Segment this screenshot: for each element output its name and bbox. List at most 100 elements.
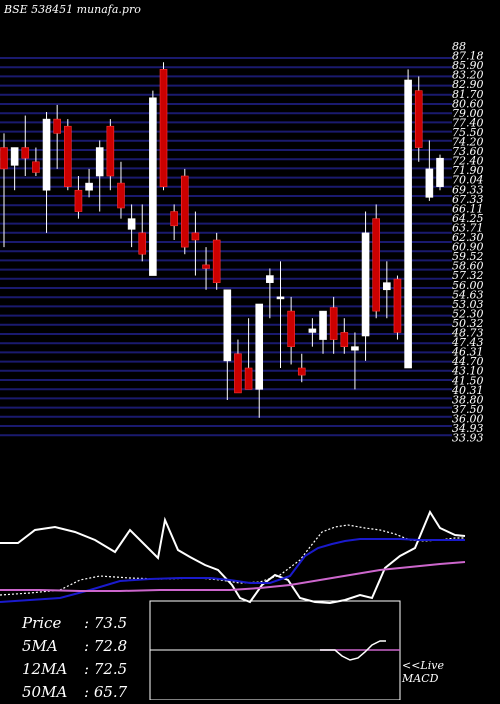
candle: [372, 204, 380, 319]
candle-body-up: [361, 232, 370, 337]
price-tick-label: 87.18: [452, 50, 484, 63]
macd-line: [320, 640, 386, 661]
indicator-panel: [0, 509, 466, 605]
price-tick-label: 66.11: [452, 202, 484, 215]
candle-body-up: [255, 303, 264, 390]
candle: [202, 247, 210, 290]
candle-body-up: [319, 310, 327, 340]
candle-body-down: [106, 125, 115, 177]
candle-body-down: [202, 264, 210, 269]
candle-body-up: [10, 147, 19, 166]
candle: [106, 119, 115, 191]
price-tick-label: 69.33: [452, 183, 484, 196]
candle-body-up: [276, 296, 285, 300]
price-tick-label: 63.71: [452, 221, 484, 234]
candle-body-up: [383, 282, 391, 291]
candle: [223, 289, 232, 400]
price-tick-label: 48.73: [451, 327, 484, 340]
candle-body-down: [138, 232, 147, 255]
price-tick-label: 38.80: [452, 393, 484, 406]
price-tick-label: 43.10: [451, 365, 484, 378]
macd-label: <<Live MACD: [402, 659, 444, 685]
candle-body-down: [287, 310, 295, 347]
candle-body-up: [266, 275, 274, 283]
candle-body-down: [329, 307, 338, 340]
price-tick-label: 53.03: [452, 298, 484, 311]
candle: [191, 211, 200, 276]
price-tick-label: 57.32: [452, 269, 484, 282]
price-tick-label: 62.30: [452, 231, 484, 244]
momentum-line: [0, 509, 466, 605]
candle: [42, 112, 51, 233]
ma12-row: 12MA: 72.5: [22, 658, 127, 681]
candle: [393, 275, 402, 340]
candle-body-down: [180, 175, 189, 248]
candle: [244, 318, 253, 390]
price-tick-label: 40.31: [451, 384, 484, 397]
price-tick-label: 64.25: [452, 212, 484, 225]
candle-body-up: [223, 289, 232, 362]
price-tick-label: 60.90: [452, 241, 484, 254]
candle: [21, 115, 30, 176]
candle: [159, 62, 168, 191]
candle: [95, 140, 104, 212]
candle: [276, 261, 285, 368]
candle-body-down: [234, 353, 242, 394]
ma12-label: 12MA: [22, 660, 68, 678]
candle-body-up: [127, 218, 136, 230]
price-tick-label: 50.32: [452, 317, 484, 330]
candle: [351, 332, 359, 390]
price-tick-label: 75.50: [452, 126, 484, 139]
candle: [127, 204, 136, 248]
price-tick-label: 47.43: [451, 336, 484, 349]
price-tick-label: 79.00: [452, 107, 484, 120]
price-tick-label: 34.93: [452, 422, 484, 435]
ma5-value: : 72.8: [84, 637, 128, 655]
price-tick-label: 41.50: [451, 374, 484, 387]
candle-body-down: [32, 161, 40, 173]
watermark-label: BSE 538451 munafa.pro: [4, 3, 141, 16]
price-tick-label: 70.04: [452, 174, 484, 187]
candle: [212, 232, 221, 290]
price-tick-label: 85.90: [452, 59, 484, 72]
ma50-value: : 65.7: [84, 683, 128, 701]
price-tick-label: 71.90: [452, 164, 484, 177]
candle: [10, 147, 19, 191]
candle-body-down: [297, 367, 306, 376]
price-tick-label: 81.70: [452, 88, 484, 101]
price-tick-label: 54.63: [452, 288, 484, 301]
macd-name-label: MACD: [402, 672, 439, 685]
candle: [64, 119, 72, 191]
price-tick-label: 59.52: [452, 250, 484, 263]
price-tick-label: 33.93: [452, 432, 484, 445]
candle-body-down: [372, 218, 380, 312]
price-tick-label: 36.00: [452, 412, 484, 425]
candle: [297, 353, 306, 383]
candle-body-down: [21, 147, 30, 159]
candle-body-down: [414, 90, 423, 148]
candle: [329, 296, 338, 354]
candle: [340, 318, 349, 354]
magenta-average-line: [0, 561, 466, 592]
candle-body-up: [425, 168, 434, 198]
candle-body-down: [117, 182, 125, 209]
candle: [425, 140, 434, 201]
candle: [180, 168, 189, 255]
candle-body-down: [340, 332, 349, 347]
candle: [319, 310, 327, 354]
candles: [0, 62, 444, 418]
price-axis: 8887.1885.9083.2082.9081.7080.6079.0077.…: [451, 40, 484, 445]
candle-body-down: [159, 69, 168, 187]
candle: [383, 261, 391, 319]
price-row: Price: 73.5: [22, 612, 127, 635]
candle-body-up: [436, 157, 444, 187]
price-tick-label: 77.40: [452, 116, 484, 129]
candle: [138, 204, 147, 262]
candle-body-up: [308, 328, 317, 333]
candle-body-down: [74, 189, 83, 212]
ma50-label: 50MA: [22, 683, 68, 701]
candle-body-down: [191, 232, 200, 241]
price-tick-label: 88: [452, 40, 466, 53]
macd-panel: [149, 600, 401, 700]
